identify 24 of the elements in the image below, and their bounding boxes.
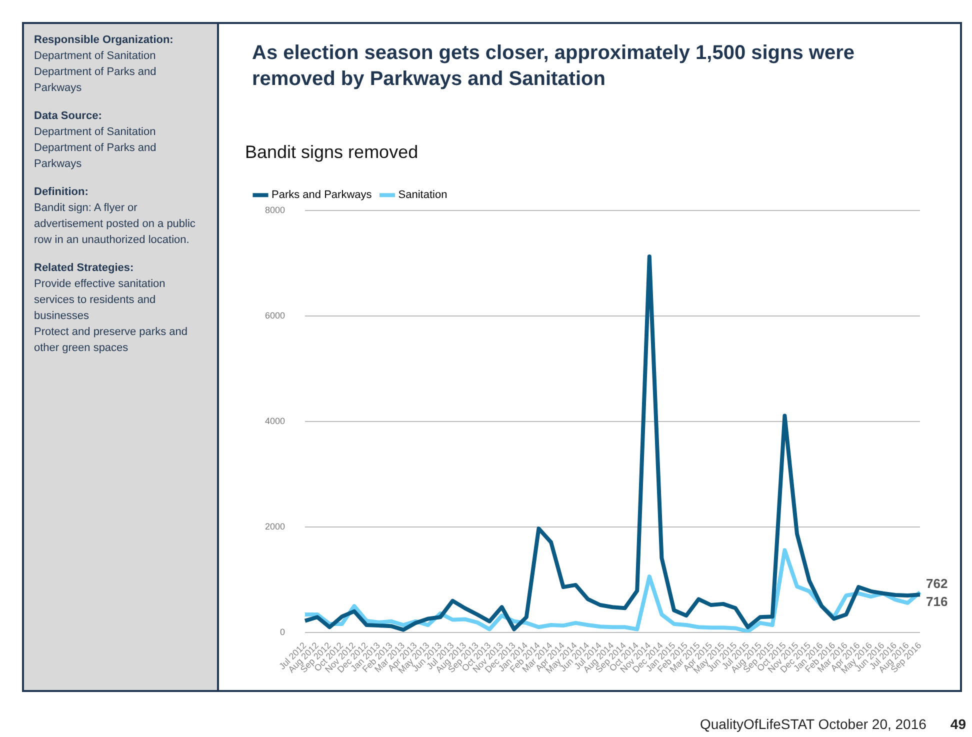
data-label: 762 xyxy=(926,576,948,591)
y-tick-label: 8000 xyxy=(264,205,286,216)
data-label: 716 xyxy=(926,594,948,610)
y-tick-label: 4000 xyxy=(264,416,286,426)
text: Provide effective sanitation services to residents and businesses xyxy=(34,277,166,324)
y-tick-label: 0 xyxy=(280,626,286,637)
text: Bandit sign: A flyer or advertisement posted on a public row in an unauthorized location. xyxy=(34,201,196,248)
text: Protect and preserve parks and other green spaces xyxy=(34,325,188,356)
chart-subtitle: Bandit signs removed xyxy=(245,142,418,162)
text: Department of Parks and Parkways xyxy=(34,65,158,96)
text: Department of Sanitation xyxy=(34,125,157,140)
legend-label: Sanitation xyxy=(398,189,448,202)
text: Department of Parks and Parkways xyxy=(34,141,158,172)
text: Related Strategies: xyxy=(34,261,135,276)
text: Department of Sanitation xyxy=(34,49,157,64)
text: Responsible Organization: xyxy=(34,33,174,48)
source-note: Data Source: xyxy=(34,109,103,124)
legend-label: Parks and Parkways xyxy=(272,189,372,202)
chart-title: As election season gets closer, approximately 1,500 signs were removed by Parkways and Sanitation xyxy=(252,41,856,92)
text: QualityOfLifeSTAT October 20, 2016 xyxy=(700,716,926,732)
text: Definition: xyxy=(34,185,90,200)
y-tick-label: 6000 xyxy=(264,310,286,321)
y-tick-label: 2000 xyxy=(264,521,286,532)
text: 49 xyxy=(950,716,966,732)
